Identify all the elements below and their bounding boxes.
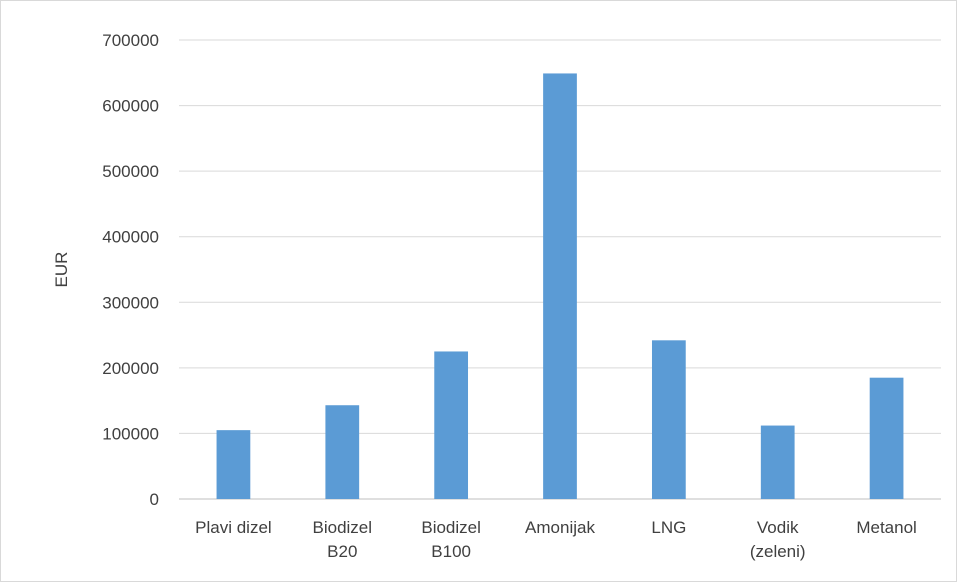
bar — [543, 73, 577, 499]
bar — [216, 430, 251, 499]
x-tick-label: Plavi dizel — [195, 518, 272, 537]
bar — [760, 425, 795, 499]
y-axis-title: EUR — [52, 252, 71, 288]
bar — [434, 351, 469, 499]
x-tick-label: Amonijak — [525, 518, 595, 537]
y-tick-label: 700000 — [102, 31, 159, 50]
x-axis-ticks: Plavi dizel Biodizel B20 Biodizel B100 Amonij… — [195, 518, 917, 561]
x-tick-label: Biodizel B100 — [421, 518, 481, 561]
x-tick-label: Biodizel B20 — [313, 518, 373, 561]
y-tick-label: 100000 — [102, 424, 159, 443]
bar — [325, 405, 360, 499]
bar — [869, 377, 904, 499]
bars — [216, 73, 904, 499]
y-axis-ticks: 0 100000 200000 300000 400000 500000 600000 700… — [102, 31, 159, 509]
x-tick-label: Metanol — [856, 518, 916, 537]
x-tick-label: LNG — [651, 518, 686, 537]
y-tick-label: 300000 — [102, 293, 159, 312]
y-tick-label: 500000 — [102, 162, 159, 181]
y-tick-label: 600000 — [102, 97, 159, 116]
y-tick-label: 200000 — [102, 359, 159, 378]
bar — [651, 340, 686, 499]
y-tick-label: 0 — [150, 490, 159, 509]
x-tick-label: Vodik (zeleni) — [750, 518, 806, 561]
y-tick-label: 400000 — [102, 228, 159, 247]
